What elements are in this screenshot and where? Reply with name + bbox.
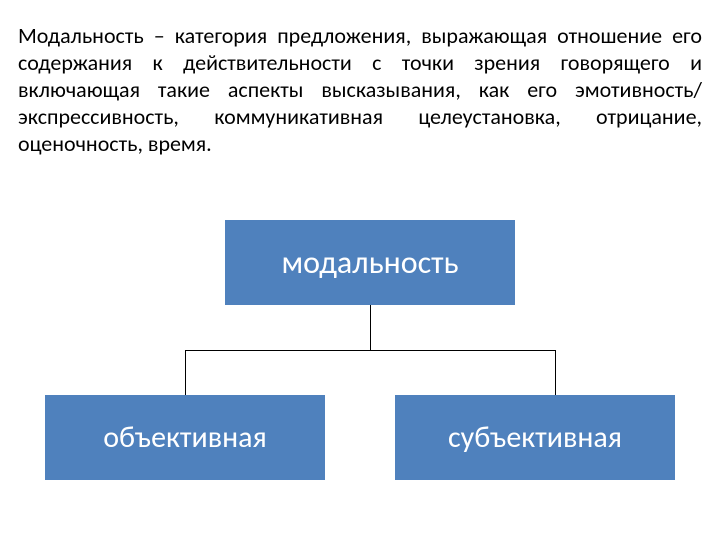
node-child-left: объективная — [45, 395, 325, 480]
node-child-right: субъективная — [395, 395, 675, 480]
connector-left-down — [185, 350, 186, 395]
node-child-left-label: объективная — [103, 419, 267, 456]
node-root-label: модальность — [281, 243, 458, 282]
hierarchy-diagram: модальность объективная субъективная — [0, 200, 720, 520]
connector-root-down — [370, 305, 371, 350]
node-child-right-label: субъективная — [448, 419, 622, 456]
connector-horizontal — [185, 350, 555, 351]
connector-right-down — [555, 350, 556, 395]
definition-paragraph: Модальность – категория предложения, выр… — [18, 22, 702, 157]
node-root: модальность — [225, 220, 515, 305]
